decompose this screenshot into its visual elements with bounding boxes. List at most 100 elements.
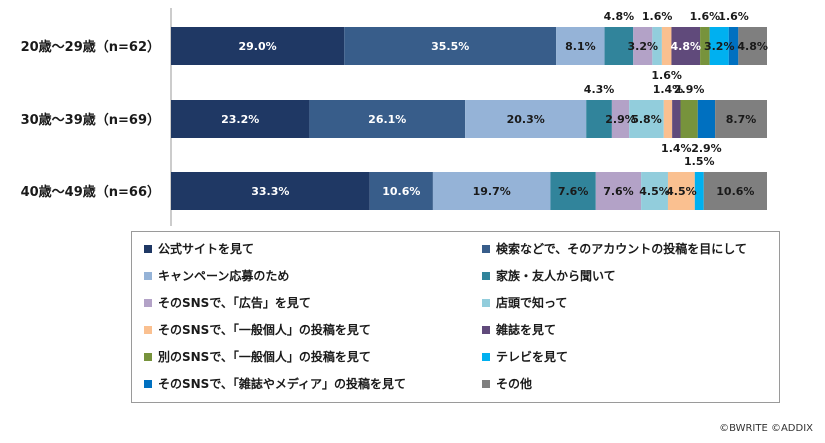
legend-swatch xyxy=(482,271,490,280)
bar-segment xyxy=(465,100,587,138)
data-label: 1.4% xyxy=(661,142,692,155)
legend-item: 検索などで、そのアカウントの投稿を目にして xyxy=(482,240,747,257)
data-label: 4.5% xyxy=(666,185,697,198)
data-label: 7.6% xyxy=(603,185,634,198)
data-label: 4.8% xyxy=(671,40,702,53)
data-label: 2.9% xyxy=(674,83,705,96)
legend-swatch xyxy=(144,325,152,334)
bar-segment xyxy=(738,27,767,65)
legend-item: テレビを見て xyxy=(482,348,568,365)
data-label: 8.1% xyxy=(565,40,596,53)
legend-label: そのSNSで、「一般個人」の投稿を見て xyxy=(158,323,371,337)
data-label: 1.6% xyxy=(651,69,682,82)
bar-segment xyxy=(671,27,701,65)
legend-label: 公式サイトを見て xyxy=(158,242,255,256)
legend-item: そのSNSで、「雑誌やメディア」の投稿を見て xyxy=(144,375,406,392)
data-label: 19.7% xyxy=(473,185,511,198)
legend-label: 検索などで、そのアカウントの投稿を目にして xyxy=(496,242,747,256)
data-label: 2.9% xyxy=(691,142,722,155)
data-label: 26.1% xyxy=(368,113,406,126)
bars-group xyxy=(171,27,767,210)
data-label: 8.7% xyxy=(726,113,757,126)
data-label: 1.5% xyxy=(684,155,715,168)
data-label: 1.6% xyxy=(718,10,749,23)
bar-segment xyxy=(629,100,664,138)
bar-segment xyxy=(550,172,596,210)
data-label: 29.0% xyxy=(239,40,277,53)
copyright: ©BWRITE ©ADDIX xyxy=(719,423,813,434)
data-label: 1.6% xyxy=(690,10,721,23)
data-label: 1.4% xyxy=(653,83,684,96)
legend-swatch xyxy=(144,271,152,280)
legend-item: 公式サイトを見て xyxy=(144,240,254,257)
data-label: 10.6% xyxy=(716,185,754,198)
legend-swatch xyxy=(482,379,490,388)
bar-segment xyxy=(680,100,698,138)
bar-segment xyxy=(586,100,612,138)
legend: 公式サイトを見て 検索などで、そのアカウントの投稿を目にしてキャンペーン応募のため… xyxy=(131,231,780,403)
category-label: 30歳～39歳（n=69） xyxy=(21,112,160,128)
legend-label: そのSNSで、「雑誌やメディア」の投稿を見て xyxy=(158,377,407,391)
bar-segment xyxy=(556,27,605,65)
bar-segment xyxy=(694,172,704,210)
bar-segment xyxy=(703,172,767,210)
data-label: 4.3% xyxy=(584,83,615,96)
legend-item: その他 xyxy=(482,375,532,392)
data-label: 10.6% xyxy=(382,185,420,198)
bar-segment xyxy=(633,27,653,65)
bar-segment xyxy=(369,172,433,210)
bar-segment xyxy=(641,172,668,210)
bar-segment xyxy=(652,27,662,65)
legend-swatch xyxy=(482,352,490,361)
data-label: 1.6% xyxy=(642,10,673,23)
legend-label: その他 xyxy=(496,377,533,391)
legend-label: 別のSNSで、「一般個人」の投稿を見て xyxy=(158,350,371,364)
legend-item: 店頭で知って xyxy=(482,294,567,311)
data-label: 3.2% xyxy=(704,40,735,53)
bar-segment xyxy=(595,172,642,210)
data-label: 20.3% xyxy=(507,113,545,126)
legend-item: 雑誌を見て xyxy=(482,321,556,338)
data-label: 23.2% xyxy=(221,113,259,126)
legend-label: 家族・友人から聞いて xyxy=(496,269,616,283)
data-label: 33.3% xyxy=(251,185,289,198)
data-label: 3.2% xyxy=(628,40,659,53)
legend-swatch xyxy=(144,298,152,307)
bar-segment xyxy=(309,100,466,138)
data-labels: 29.0% 35.5% 8.1%4.8%3.2%1.6%1.6%4.8%1.6%3.… xyxy=(221,10,768,198)
legend-label: 雑誌を見て xyxy=(496,323,557,337)
bar-segment xyxy=(709,27,729,65)
legend-swatch xyxy=(144,244,152,253)
data-label: 5.8% xyxy=(631,113,662,126)
bar-segment xyxy=(715,100,767,138)
data-label: 35.5% xyxy=(431,40,469,53)
legend-swatch xyxy=(482,298,490,307)
category-label: 20歳～29歳（n=62） xyxy=(21,39,160,55)
legend-label: テレビを見て xyxy=(496,350,569,364)
legend-label: 店頭で知って xyxy=(496,296,568,310)
bar-segment xyxy=(663,100,673,138)
bar-segment xyxy=(728,27,739,65)
legend-item: そのSNSで、「広告」を見て xyxy=(144,294,311,311)
category-labels: 20歳～29歳（n=62） 30歳～39歳（n=69） 40歳～49歳（n=66） xyxy=(21,39,160,200)
bar-segment xyxy=(667,172,695,210)
legend-swatch xyxy=(482,325,490,334)
bar-segment xyxy=(611,100,630,138)
legend-item: キャンペーン応募のため xyxy=(144,267,289,284)
legend-item: 家族・友人から聞いて xyxy=(482,267,616,284)
bar-segment xyxy=(171,27,345,65)
data-label: 4.5% xyxy=(639,185,670,198)
legend-swatch xyxy=(144,352,152,361)
bar-segment xyxy=(697,100,716,138)
legend-swatch xyxy=(482,244,490,253)
bar-segment xyxy=(171,100,310,138)
bar-segment xyxy=(344,27,557,65)
legend-label: そのSNSで、「広告」を見て xyxy=(158,296,311,310)
bar-segment xyxy=(432,172,551,210)
category-label: 40歳～49歳（n=66） xyxy=(21,184,160,200)
data-label: 7.6% xyxy=(558,185,589,198)
legend-label: キャンペーン応募のため xyxy=(158,269,290,283)
bar-segment xyxy=(672,100,681,138)
bar-segment xyxy=(661,27,672,65)
